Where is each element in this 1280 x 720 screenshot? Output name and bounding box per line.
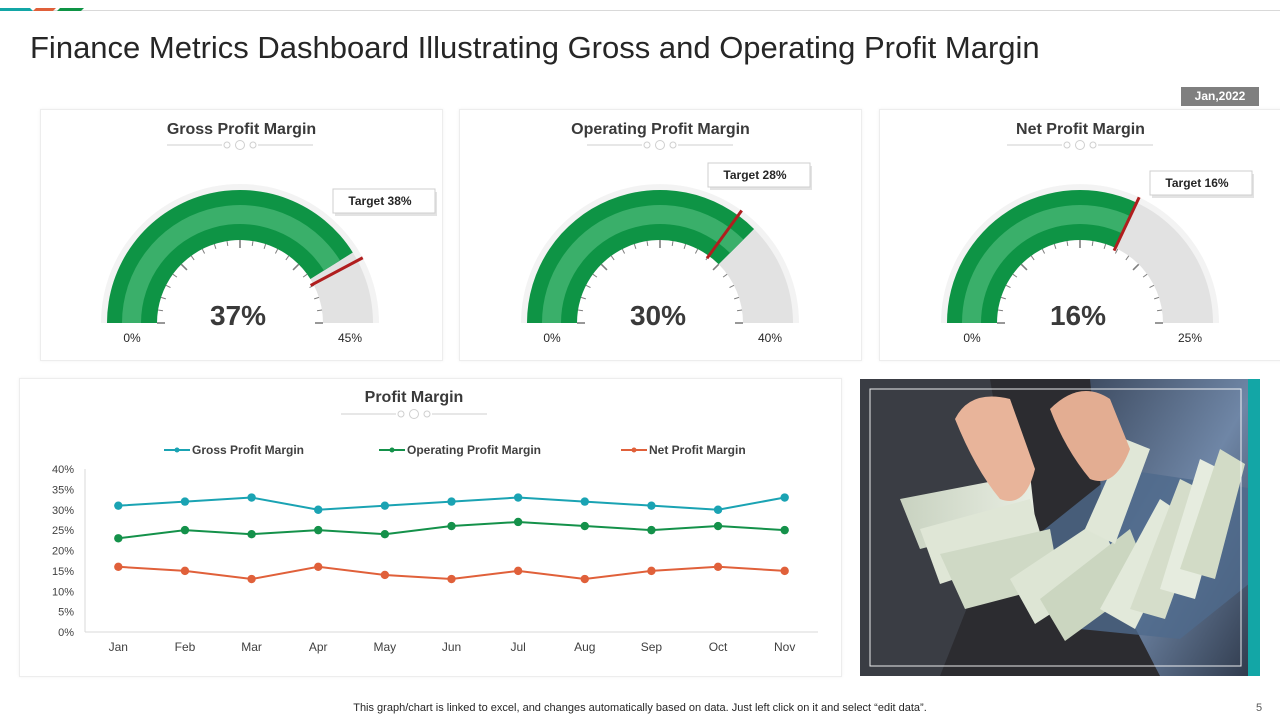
data-point[interactable] — [713, 505, 723, 514]
y-tick-label: 0% — [58, 627, 74, 639]
page-title: Finance Metrics Dashboard Illustrating G… — [30, 30, 1040, 65]
data-point[interactable] — [114, 534, 123, 543]
legend-swatch-marker — [174, 447, 180, 453]
x-tick-label: Mar — [241, 640, 262, 654]
date-badge: Jan,2022 — [1181, 87, 1259, 106]
y-tick-label: 5% — [58, 607, 74, 619]
data-point[interactable] — [580, 521, 589, 531]
gauge-card-net[interactable]: Net Profit Margin — [879, 109, 1280, 361]
x-tick-label: Nov — [774, 640, 795, 654]
data-point[interactable] — [380, 530, 390, 539]
x-tick-label: Aug — [574, 640, 595, 654]
data-point[interactable] — [447, 574, 456, 584]
data-point[interactable] — [647, 566, 656, 576]
footnote: This graph/chart is linked to excel, and… — [353, 702, 927, 714]
divider-dot — [423, 410, 431, 418]
x-tick-label: Jun — [442, 640, 461, 654]
gauge-title: Net Profit Margin — [1016, 121, 1145, 138]
x-tick-label: May — [374, 640, 397, 654]
data-point[interactable] — [513, 566, 523, 576]
data-point[interactable] — [647, 525, 656, 535]
y-tick-label: 20% — [52, 546, 74, 558]
divider-dot — [397, 410, 405, 418]
x-tick-label: Apr — [309, 640, 328, 654]
gauge-card-operating[interactable]: Operating Profit Margin — [459, 109, 862, 361]
data-point[interactable] — [314, 525, 323, 535]
top-accent-bar — [0, 8, 1280, 11]
data-point[interactable] — [380, 501, 390, 510]
data-point[interactable] — [580, 497, 589, 506]
legend-label[interactable]: Gross Profit Margin — [192, 443, 304, 457]
data-point[interactable] — [114, 501, 123, 510]
data-point[interactable] — [580, 574, 589, 584]
x-tick-label: Oct — [709, 640, 728, 654]
y-tick-label: 10% — [52, 586, 74, 598]
x-tick-label: Jul — [510, 640, 525, 654]
y-tick-label: 35% — [52, 484, 74, 496]
data-point[interactable] — [114, 562, 123, 571]
gauge-title: Gross Profit Margin — [166, 121, 317, 138]
y-tick-label: 40% — [52, 464, 74, 476]
data-point[interactable] — [180, 497, 190, 506]
data-point[interactable] — [247, 574, 256, 584]
data-point[interactable] — [180, 525, 190, 535]
data-point[interactable] — [647, 501, 656, 510]
data-point[interactable] — [780, 566, 789, 576]
data-point[interactable] — [780, 493, 789, 502]
line-chart-title: Profit Margin — [364, 389, 464, 406]
data-point[interactable] — [247, 493, 256, 502]
x-tick-label: Feb — [175, 640, 196, 654]
y-tick-label: 30% — [52, 505, 74, 517]
y-tick-label: 15% — [52, 566, 74, 578]
data-point[interactable] — [180, 566, 190, 576]
legend-swatch-marker — [389, 447, 395, 453]
line-chart[interactable]: 0% 5% 10% 15% 20% 25% 30% 35% 40% Jan Feb Mar Apr May… — [19, 378, 841, 676]
data-point[interactable] — [513, 517, 523, 527]
legend-label[interactable]: Net Profit Margin — [649, 443, 746, 457]
data-point[interactable] — [247, 530, 256, 539]
data-point[interactable] — [780, 525, 789, 535]
x-tick-label: Sep — [641, 640, 663, 654]
data-point[interactable] — [314, 505, 323, 514]
divider-dot — [409, 409, 419, 419]
legend-swatch-marker — [631, 447, 637, 453]
data-point[interactable] — [713, 521, 723, 531]
data-point[interactable] — [447, 497, 456, 506]
data-point[interactable] — [713, 562, 723, 571]
y-tick-label: 25% — [52, 525, 74, 537]
legend-label[interactable]: Operating Profit Margin — [407, 443, 541, 457]
gauge-title: Operating Profit Margin — [571, 121, 750, 138]
gauge-card-gross[interactable]: Gross Profit Margin — [40, 109, 443, 361]
money-cash-photo — [860, 379, 1260, 676]
page-number: 5 — [1256, 702, 1263, 714]
data-point[interactable] — [314, 562, 323, 571]
data-point[interactable] — [447, 521, 456, 531]
x-tick-label: Jan — [109, 640, 128, 654]
data-point[interactable] — [380, 570, 390, 580]
data-point[interactable] — [513, 493, 523, 502]
